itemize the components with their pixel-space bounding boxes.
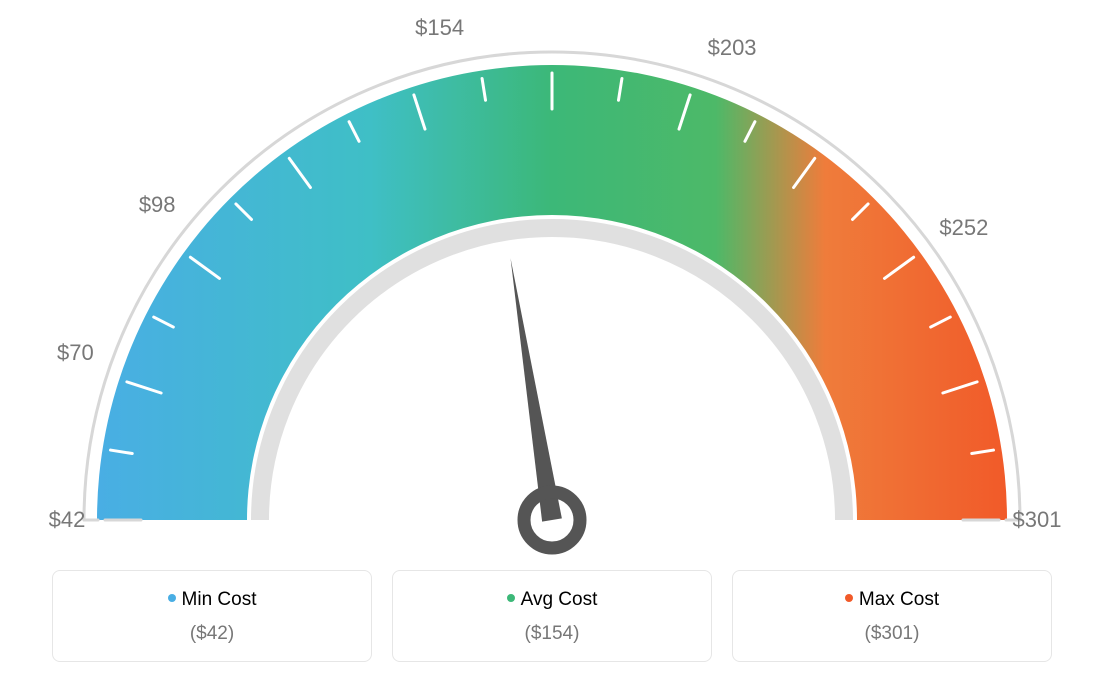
gauge-svg — [27, 20, 1077, 560]
gauge-tick-label: $70 — [57, 340, 94, 366]
gauge-tick-label: $42 — [49, 507, 86, 533]
dot-icon — [168, 594, 176, 602]
legend-title-min: Min Cost — [63, 589, 361, 611]
legend-value: ($154) — [403, 623, 701, 645]
legend-title-avg: Avg Cost — [403, 589, 701, 611]
legend-value: ($301) — [743, 623, 1041, 645]
legend-title-max: Max Cost — [743, 589, 1041, 611]
gauge-tick-label: $98 — [139, 192, 176, 218]
legend-label: Min Cost — [182, 589, 257, 610]
legend-value: ($42) — [63, 623, 361, 645]
gauge-tick-label: $301 — [1013, 507, 1062, 533]
dot-icon — [507, 594, 515, 602]
gauge-tick-label: $203 — [708, 35, 757, 61]
dot-icon — [845, 594, 853, 602]
legend-label: Avg Cost — [521, 589, 598, 610]
legend-card-min: Min Cost ($42) — [52, 570, 372, 662]
gauge-tick-label: $252 — [939, 215, 988, 241]
legend-card-avg: Avg Cost ($154) — [392, 570, 712, 662]
legend-card-max: Max Cost ($301) — [732, 570, 1052, 662]
legend-row: Min Cost ($42) Avg Cost ($154) Max Cost … — [52, 570, 1052, 662]
gauge-chart: $42$70$98$154$203$252$301 — [27, 20, 1077, 560]
legend-label: Max Cost — [859, 589, 939, 610]
gauge-tick-label: $154 — [415, 15, 464, 41]
